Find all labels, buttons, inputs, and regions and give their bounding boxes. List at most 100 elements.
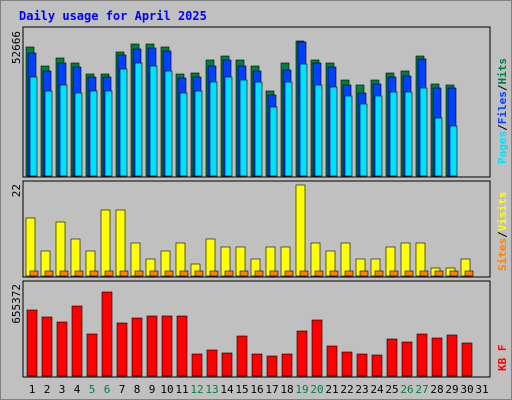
kbytes-bar-19 [296, 330, 308, 377]
sites-bar-16 [254, 270, 264, 277]
pages-bar-26 [404, 91, 413, 177]
pages-bar-14 [224, 76, 233, 177]
pages-bar-1 [29, 76, 38, 177]
visits-bar-1 [25, 217, 36, 277]
pages-bar-16 [254, 81, 263, 177]
sites-bar-24 [374, 270, 384, 277]
sites-bar-12 [194, 270, 204, 277]
sites-bar-10 [164, 270, 174, 277]
sites-bar-26 [404, 270, 414, 277]
day-label-20: 20 [310, 383, 323, 396]
visits-bar-7 [115, 209, 126, 277]
pages-bar-12 [194, 90, 203, 177]
sites-bar-30 [464, 270, 474, 277]
sites-bar-22 [344, 270, 354, 277]
day-label-30: 30 [460, 383, 473, 396]
kbytes-bar-18 [281, 353, 293, 377]
day-label-24: 24 [370, 383, 384, 396]
legend-middle: Sites/Visits [496, 192, 509, 272]
kbytes-bar-7 [116, 322, 128, 377]
sites-bar-23 [359, 270, 369, 277]
day-label-5: 5 [89, 383, 96, 396]
pages-bar-20 [314, 84, 323, 177]
visits-bar-3 [55, 221, 66, 277]
day-label-2: 2 [44, 383, 51, 396]
bars-layer [25, 40, 474, 377]
sites-bar-17 [269, 270, 279, 277]
kbytes-bar-25 [386, 338, 398, 377]
kbytes-bar-5 [86, 333, 98, 377]
day-label-18: 18 [280, 383, 293, 396]
kbytes-bar-11 [176, 315, 188, 377]
legend-sep-3: / [496, 231, 509, 238]
day-label-13: 13 [205, 383, 218, 396]
legend-files: Files [496, 91, 509, 124]
sites-bar-20 [314, 270, 324, 277]
hits-max-label: 52666 [10, 31, 23, 64]
pages-bar-4 [74, 92, 83, 177]
day-label-14: 14 [220, 383, 234, 396]
day-label-15: 15 [235, 383, 248, 396]
visits-bar-13 [205, 238, 216, 277]
pages-bar-21 [329, 86, 338, 177]
day-label-28: 28 [430, 383, 443, 396]
kbytes-bar-2 [41, 316, 53, 377]
kbytes-bar-6 [101, 291, 113, 377]
kbytes-bar-15 [236, 335, 248, 377]
kbytes-bar-23 [356, 353, 368, 377]
kbytes-bar-16 [251, 353, 263, 377]
pages-bar-27 [419, 87, 428, 177]
legend-visits: Visits [496, 192, 509, 232]
pages-bar-7 [119, 68, 128, 177]
pages-bar-19 [299, 63, 308, 177]
kbytes-bar-13 [206, 349, 218, 377]
pages-bar-10 [164, 70, 173, 177]
kbytes-bar-14 [221, 352, 233, 377]
day-label-12: 12 [190, 383, 203, 396]
visits-bar-6 [100, 209, 111, 277]
day-labels: 1 2 3 4 5 6 7 8 9 10 11 12 13 14 15 16 17 18 19 20 21 22 23 24 2… [29, 383, 489, 396]
pages-bar-15 [239, 79, 248, 177]
pages-bar-3 [59, 84, 68, 177]
legend-sep-2: / [496, 84, 509, 91]
pages-bar-17 [269, 106, 278, 177]
day-label-7: 7 [119, 383, 126, 396]
kbytes-bar-26 [401, 341, 413, 377]
pages-bar-18 [284, 81, 293, 177]
kbytes-bar-30 [461, 342, 473, 377]
day-label-21: 21 [325, 383, 338, 396]
kbytes-bar-24 [371, 354, 383, 377]
pages-bar-2 [44, 90, 53, 177]
kbytes-bar-12 [191, 353, 203, 377]
day-label-4: 4 [74, 383, 81, 396]
day-label-17: 17 [265, 383, 278, 396]
sites-bar-13 [209, 270, 219, 277]
sites-bar-1 [29, 270, 39, 277]
day-label-6: 6 [104, 383, 111, 396]
day-label-16: 16 [250, 383, 263, 396]
pages-bar-8 [134, 62, 143, 177]
day-label-9: 9 [149, 383, 156, 396]
sites-bar-21 [329, 270, 339, 277]
day-label-8: 8 [134, 383, 141, 396]
day-label-22: 22 [340, 383, 353, 396]
day-label-26: 26 [400, 383, 413, 396]
legend-sites: Sites [496, 238, 509, 271]
day-label-3: 3 [59, 383, 66, 396]
pages-bar-23 [359, 103, 368, 177]
kbytes-bar-10 [161, 315, 173, 377]
kbytes-bar-9 [146, 315, 158, 377]
legend-sep-1: / [496, 124, 509, 131]
day-label-23: 23 [355, 383, 368, 396]
kbytes-bar-3 [56, 321, 68, 377]
sites-bar-3 [59, 270, 69, 277]
sites-bar-11 [179, 270, 189, 277]
legend-hits: Hits [496, 58, 509, 85]
sites-bar-29 [449, 270, 459, 277]
chart-title: Daily usage for April 2025 [19, 9, 207, 23]
legend-kbytes: KB F [496, 345, 509, 372]
pages-bar-24 [374, 95, 383, 177]
kbytes-bar-22 [341, 351, 353, 377]
sites-bar-27 [419, 270, 429, 277]
sites-bar-6 [104, 270, 114, 277]
